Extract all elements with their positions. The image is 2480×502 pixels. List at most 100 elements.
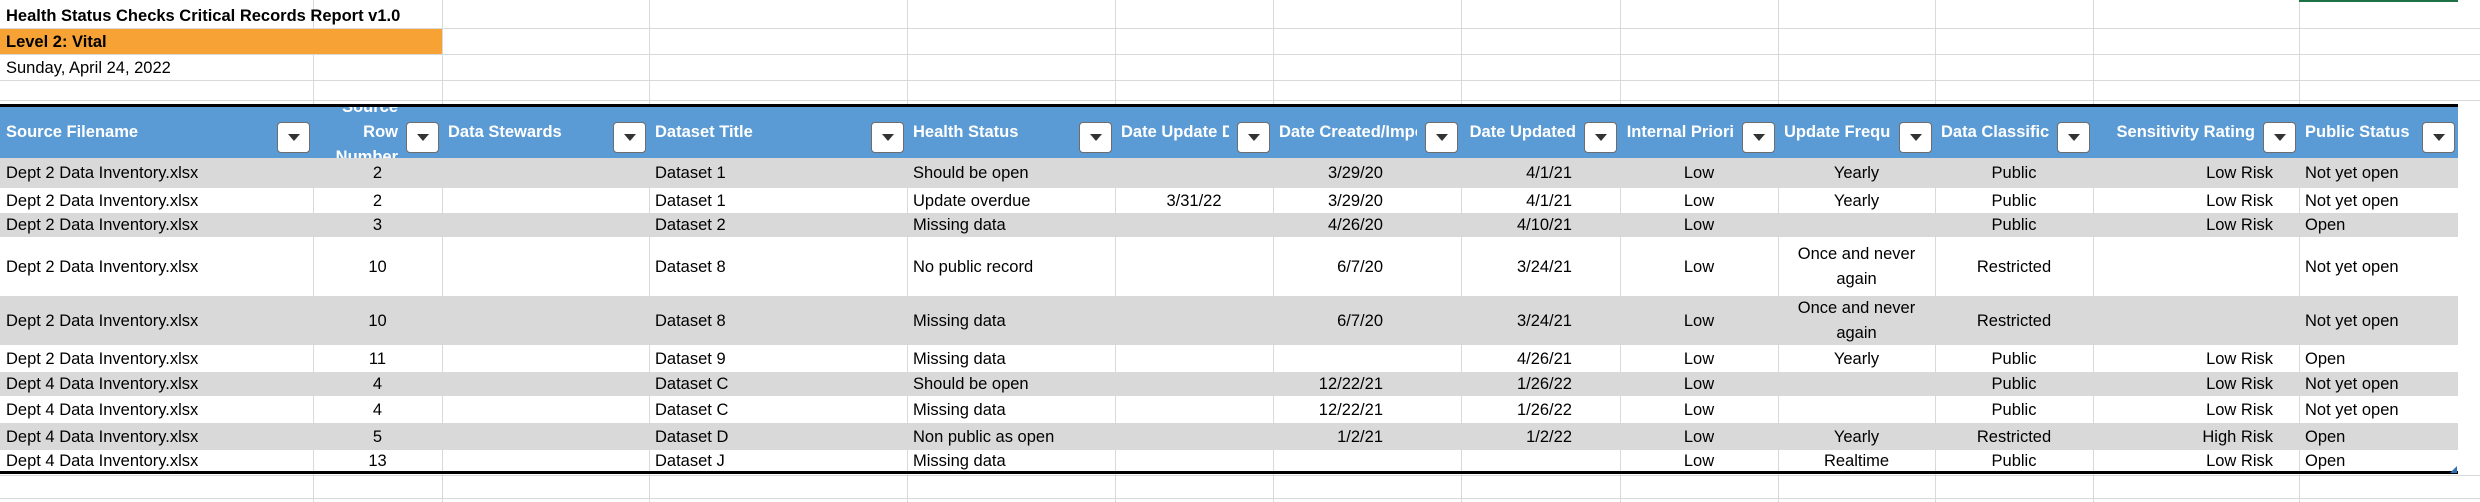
table-resize-handle[interactable] bbox=[2450, 466, 2457, 473]
cell-date-updated[interactable] bbox=[1461, 450, 1620, 472]
report-date[interactable]: Sunday, April 24, 2022 bbox=[6, 59, 171, 77]
cell-data-stewards[interactable] bbox=[442, 372, 649, 396]
cell-internal-priority[interactable]: Low bbox=[1683, 191, 1715, 210]
cell-source-row-number[interactable]: 2 bbox=[372, 191, 383, 210]
cell-date-update-due[interactable] bbox=[1115, 237, 1273, 296]
cell-public-status[interactable]: Not yet open bbox=[2305, 311, 2399, 330]
cell-data-stewards[interactable] bbox=[442, 396, 649, 423]
cell-health-status[interactable]: Missing data bbox=[913, 349, 1006, 368]
cell-date-update-due[interactable] bbox=[1115, 450, 1273, 472]
cell-dataset-title[interactable]: Dataset 1 bbox=[655, 191, 726, 210]
cell-source-row-number[interactable]: 5 bbox=[372, 427, 383, 446]
cell-date-update-due[interactable]: 3/31/22 bbox=[1166, 191, 1222, 210]
column-header-sensitivity-rating[interactable]: Sensitivity Rating bbox=[2093, 107, 2261, 158]
cell-public-status[interactable]: Not yet open bbox=[2305, 191, 2399, 210]
column-header-health-status[interactable]: Health Status bbox=[907, 107, 1077, 158]
cell-date-update-due[interactable] bbox=[1115, 423, 1273, 450]
cell-health-status[interactable]: Should be open bbox=[913, 164, 1029, 182]
cell-date-created[interactable] bbox=[1273, 450, 1461, 472]
cell-data-stewards[interactable] bbox=[442, 158, 649, 188]
cell-date-updated[interactable]: 3/24/21 bbox=[1516, 311, 1572, 330]
cell-date-update-due[interactable] bbox=[1115, 158, 1273, 188]
cell-data-classification[interactable]: Public bbox=[1991, 164, 2037, 182]
cell-data-classification[interactable]: Restricted bbox=[1976, 427, 2052, 446]
report-title[interactable]: Health Status Checks Critical Records Re… bbox=[6, 7, 401, 25]
cell-dataset-title[interactable]: Dataset C bbox=[655, 400, 729, 419]
cell-source-filename[interactable]: Dept 4 Data Inventory.xlsx bbox=[6, 427, 199, 446]
cell-health-status[interactable]: Missing data bbox=[913, 452, 1006, 470]
cell-source-row-number[interactable]: 10 bbox=[368, 311, 387, 330]
cell-source-filename[interactable]: Dept 2 Data Inventory.xlsx bbox=[6, 216, 199, 234]
cell-sensitivity-rating[interactable]: Low Risk bbox=[2206, 349, 2273, 368]
filter-dropdown-button[interactable] bbox=[2422, 122, 2455, 153]
cell-public-status[interactable]: Not yet open bbox=[2305, 400, 2399, 419]
filter-dropdown-button[interactable] bbox=[277, 122, 310, 153]
cell-date-created[interactable]: 3/29/20 bbox=[1327, 191, 1383, 210]
cell-public-status[interactable]: Open bbox=[2305, 427, 2346, 446]
cell-health-status[interactable]: Missing data bbox=[913, 400, 1006, 419]
filter-dropdown-button[interactable] bbox=[1584, 122, 1617, 153]
column-header-source-filename[interactable]: Source Filename bbox=[0, 107, 275, 158]
cell-public-status[interactable]: Open bbox=[2305, 216, 2346, 234]
cell-date-created[interactable]: 6/7/20 bbox=[1337, 257, 1383, 276]
cell-date-created[interactable]: 6/7/20 bbox=[1337, 311, 1383, 330]
cell-sensitivity-rating[interactable]: Low Risk bbox=[2206, 400, 2273, 419]
cell-date-created[interactable]: 12/22/21 bbox=[1318, 375, 1383, 393]
cell-source-row-number[interactable]: 2 bbox=[372, 164, 383, 182]
cell-sensitivity-rating[interactable]: Low Risk bbox=[2206, 164, 2273, 182]
cell-internal-priority[interactable]: Low bbox=[1683, 375, 1715, 393]
cell-date-updated[interactable]: 4/1/21 bbox=[1526, 164, 1572, 182]
cell-update-frequency[interactable]: Once and never again bbox=[1797, 244, 1916, 288]
cell-sensitivity-rating[interactable]: Low Risk bbox=[2206, 216, 2273, 234]
cell-health-status[interactable]: No public record bbox=[913, 257, 1034, 276]
cell-date-updated[interactable]: 3/24/21 bbox=[1516, 257, 1572, 276]
cell-dataset-title[interactable]: Dataset 8 bbox=[655, 257, 726, 276]
level-label[interactable]: Level 2: Vital bbox=[0, 29, 442, 54]
cell-data-stewards[interactable] bbox=[442, 450, 649, 472]
cell-public-status[interactable]: Not yet open bbox=[2305, 375, 2399, 393]
cell-dataset-title[interactable]: Dataset 2 bbox=[655, 216, 726, 234]
cell-source-row-number[interactable]: 13 bbox=[368, 452, 387, 470]
cell-source-filename[interactable]: Dept 2 Data Inventory.xlsx bbox=[6, 349, 199, 368]
cell-health-status[interactable]: Missing data bbox=[913, 216, 1006, 234]
cell-data-classification[interactable]: Public bbox=[1991, 400, 2037, 419]
cell-health-status[interactable]: Non public as open bbox=[913, 427, 1055, 446]
cell-update-frequency[interactable]: Yearly bbox=[1833, 427, 1880, 446]
cell-dataset-title[interactable]: Dataset J bbox=[655, 452, 725, 470]
column-header-internal-priority[interactable]: Internal Priori bbox=[1620, 107, 1740, 158]
filter-dropdown-button[interactable] bbox=[1079, 122, 1112, 153]
cell-data-stewards[interactable] bbox=[442, 423, 649, 450]
cell-source-filename[interactable]: Dept 4 Data Inventory.xlsx bbox=[6, 375, 199, 393]
filter-dropdown-button[interactable] bbox=[1899, 122, 1932, 153]
cell-update-frequency[interactable]: Yearly bbox=[1833, 164, 1880, 182]
cell-source-row-number[interactable]: 11 bbox=[368, 349, 387, 368]
cell-sensitivity-rating[interactable]: High Risk bbox=[2202, 427, 2273, 446]
cell-update-frequency[interactable] bbox=[1778, 372, 1935, 396]
cell-data-classification[interactable]: Public bbox=[1991, 216, 2037, 234]
cell-internal-priority[interactable]: Low bbox=[1683, 400, 1715, 419]
cell-internal-priority[interactable]: Low bbox=[1683, 452, 1715, 470]
cell-update-frequency[interactable]: Yearly bbox=[1833, 349, 1880, 368]
filter-dropdown-button[interactable] bbox=[2263, 122, 2296, 153]
cell-health-status[interactable]: Update overdue bbox=[913, 191, 1031, 210]
cell-dataset-title[interactable]: Dataset 1 bbox=[655, 164, 726, 182]
cell-date-update-due[interactable] bbox=[1115, 345, 1273, 372]
cell-data-classification[interactable]: Public bbox=[1991, 191, 2037, 210]
cell-date-update-due[interactable] bbox=[1115, 296, 1273, 345]
cell-source-filename[interactable]: Dept 2 Data Inventory.xlsx bbox=[6, 257, 199, 276]
cell-data-classification[interactable]: Public bbox=[1991, 375, 2037, 393]
cell-internal-priority[interactable]: Low bbox=[1683, 427, 1715, 446]
cell-data-classification[interactable]: Restricted bbox=[1976, 257, 2052, 276]
cell-data-stewards[interactable] bbox=[442, 237, 649, 296]
cell-data-stewards[interactable] bbox=[442, 188, 649, 213]
cell-data-stewards[interactable] bbox=[442, 213, 649, 237]
cell-internal-priority[interactable]: Low bbox=[1683, 349, 1715, 368]
cell-internal-priority[interactable]: Low bbox=[1683, 311, 1715, 330]
cell-public-status[interactable]: Not yet open bbox=[2305, 257, 2399, 276]
column-header-update-frequency[interactable]: Update Freque bbox=[1778, 107, 1897, 158]
cell-date-updated[interactable]: 4/10/21 bbox=[1516, 216, 1572, 234]
cell-date-created[interactable]: 12/22/21 bbox=[1318, 400, 1383, 419]
cell-health-status[interactable]: Missing data bbox=[913, 311, 1006, 330]
cell-update-frequency[interactable] bbox=[1778, 213, 1935, 237]
cell-internal-priority[interactable]: Low bbox=[1683, 257, 1715, 276]
